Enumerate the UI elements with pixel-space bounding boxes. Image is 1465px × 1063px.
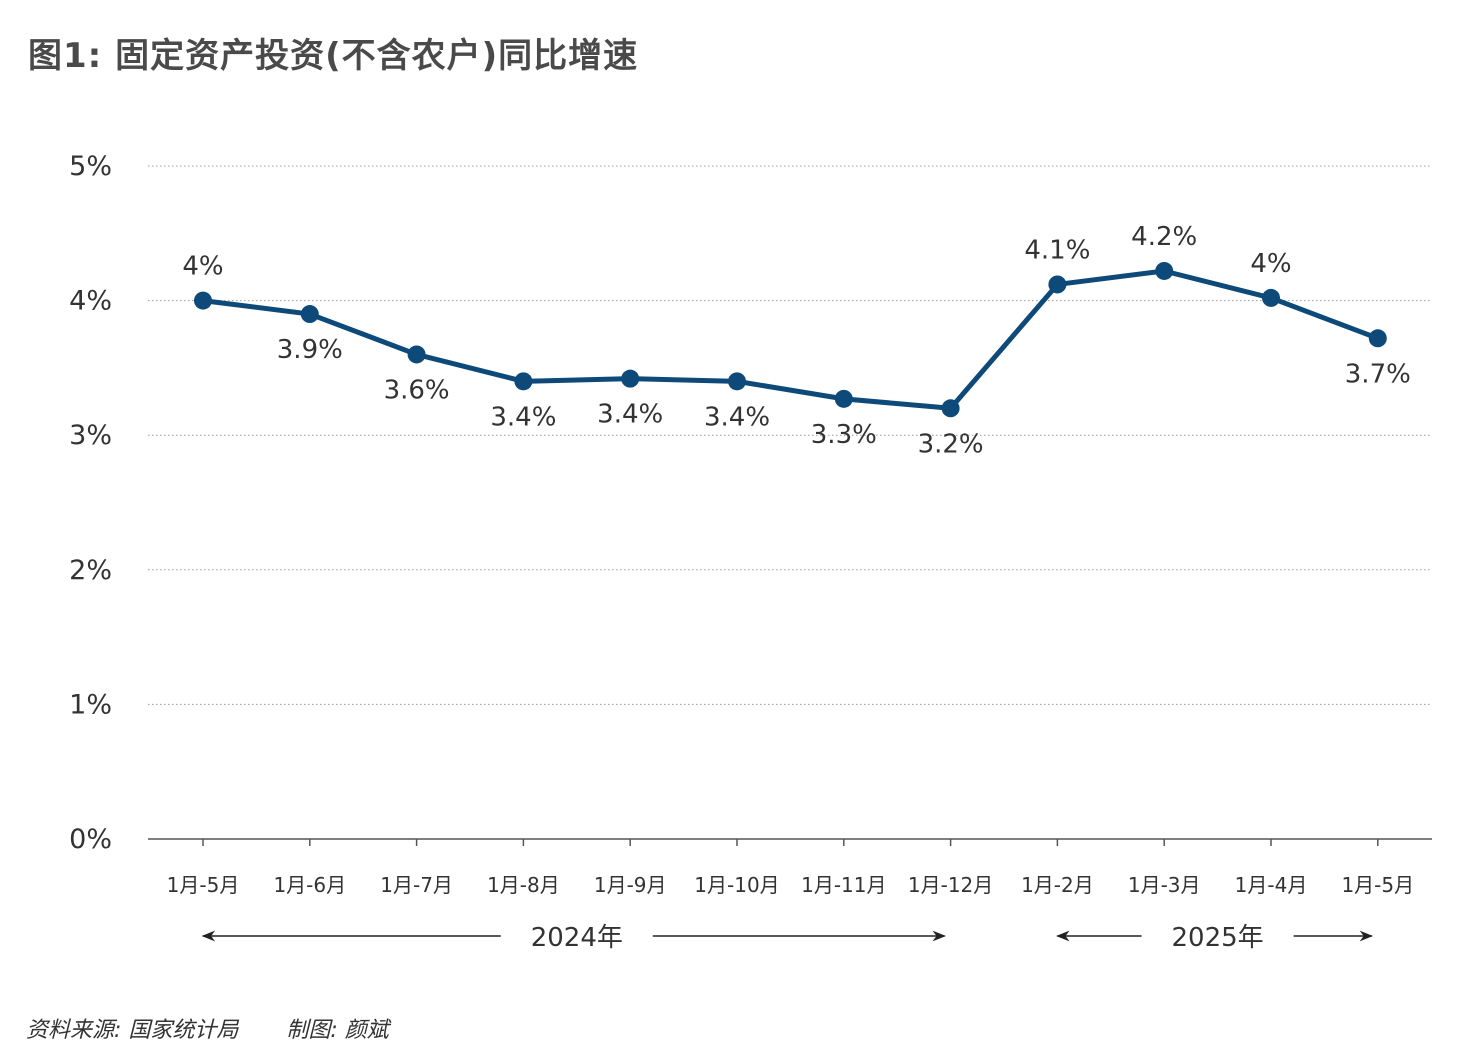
data-label: 3.4% xyxy=(597,400,663,430)
data-label: 3.4% xyxy=(490,402,556,432)
data-label: 3.7% xyxy=(1345,359,1411,389)
y-tick-label: 0% xyxy=(69,824,112,855)
data-label: 4% xyxy=(1250,249,1291,279)
source-note: 资料来源: 国家统计局 xyxy=(26,1018,239,1043)
y-tick-label: 3% xyxy=(69,420,112,451)
data-label: 3.2% xyxy=(918,429,984,459)
data-point xyxy=(1262,288,1280,307)
data-point xyxy=(300,305,319,324)
x-tick-label: 1月-4月 xyxy=(1235,873,1308,897)
x-tick-label: 1月-12月 xyxy=(908,873,993,897)
data-point xyxy=(514,372,533,391)
y-tick-label: 1% xyxy=(69,689,112,720)
data-point xyxy=(1048,275,1067,294)
data-label: 3.3% xyxy=(811,420,877,450)
y-tick-label: 5% xyxy=(69,151,112,182)
year-label: 2024年 xyxy=(531,923,623,953)
chart-title: 图1: 固定资产投资(不含农户)同比增速 xyxy=(28,36,639,76)
data-label: 4.1% xyxy=(1024,235,1090,265)
author-note: 制图: 颜斌 xyxy=(286,1018,389,1043)
data-point xyxy=(407,345,426,364)
x-tick-label: 1月-7月 xyxy=(380,873,453,897)
data-point xyxy=(194,291,212,310)
x-tick-label: 1月-11月 xyxy=(801,873,886,897)
data-point xyxy=(728,372,746,391)
data-label: 4.2% xyxy=(1131,222,1197,252)
series-line xyxy=(200,268,1381,411)
data-point xyxy=(834,389,853,408)
data-point xyxy=(1368,329,1387,348)
x-tick-label: 1月-6月 xyxy=(273,873,346,897)
data-label: 3.4% xyxy=(704,402,770,432)
data-point xyxy=(941,399,960,418)
x-tick-label: 1月-10月 xyxy=(694,873,779,897)
data-label: 4% xyxy=(182,252,223,282)
y-tick-label: 2% xyxy=(69,555,112,586)
chart-footer: 资料来源: 国家统计局 制图: 颜斌 xyxy=(26,1012,389,1044)
data-label: 3.6% xyxy=(384,375,450,405)
x-tick-label: 1月-5月 xyxy=(1341,873,1414,897)
x-tick-label: 1月-9月 xyxy=(594,873,667,897)
y-tick-label: 4% xyxy=(69,286,112,317)
x-tick-label: 1月-5月 xyxy=(167,873,240,897)
x-tick-label: 1月-3月 xyxy=(1128,873,1201,897)
data-point xyxy=(1155,261,1174,280)
x-tick-label: 1月-8月 xyxy=(487,873,560,897)
year-label: 2025年 xyxy=(1172,923,1264,953)
data-label: 3.9% xyxy=(277,335,343,365)
x-tick-label: 1月-2月 xyxy=(1021,873,1094,897)
line-chart: 0% 1% 2% 3% 4% 5% 1月-5月 1月-6月 1月-7月 1月-8月 1月-9月 1月-… xyxy=(69,151,1432,953)
data-point xyxy=(621,369,640,388)
